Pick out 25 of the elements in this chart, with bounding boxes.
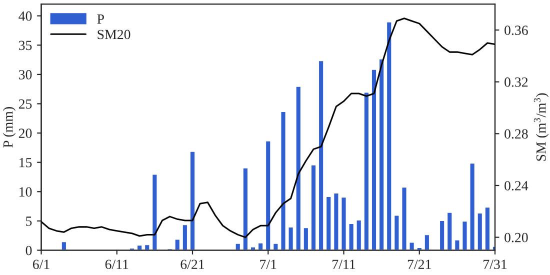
y2-tick-label: 0.32 [504,77,528,87]
y-tick-label: 25 [18,99,32,109]
legend-label: SM20 [98,30,130,40]
y-tick-label: 20 [18,128,32,138]
y-tick-label: 40 [18,11,32,21]
y2-tick-label: 0.36 [504,26,528,36]
y-tick-label: 5 [26,216,32,226]
y2-tick-label: 0.20 [504,232,528,242]
y-tick-label: 15 [20,158,32,168]
x-tick-label: 7/11 [332,260,355,270]
x-tick-label: 7/21 [408,260,431,270]
x-tick-label: 7/1 [260,260,276,270]
x-tick-label: 6/21 [180,260,204,270]
y-tick-label: 35 [18,40,32,50]
y-tick-label: 10 [20,187,32,197]
x-tick-label: 6/11 [105,260,128,270]
y2-tick-label: 0.28 [504,129,528,139]
legend-label: P [97,14,104,24]
x-tick-label: 6/1 [32,260,50,270]
y2-tick-label: 0.24 [504,181,528,190]
y-tick-label: 30 [18,70,32,80]
y2-axis-title: SM (m$^{3}$/m$^{3}$) [534,93,549,161]
y-tick-label: 0 [26,246,32,256]
y-axis-title: P (mm) [2,107,16,148]
x-tick-label: 7/31 [484,260,507,270]
